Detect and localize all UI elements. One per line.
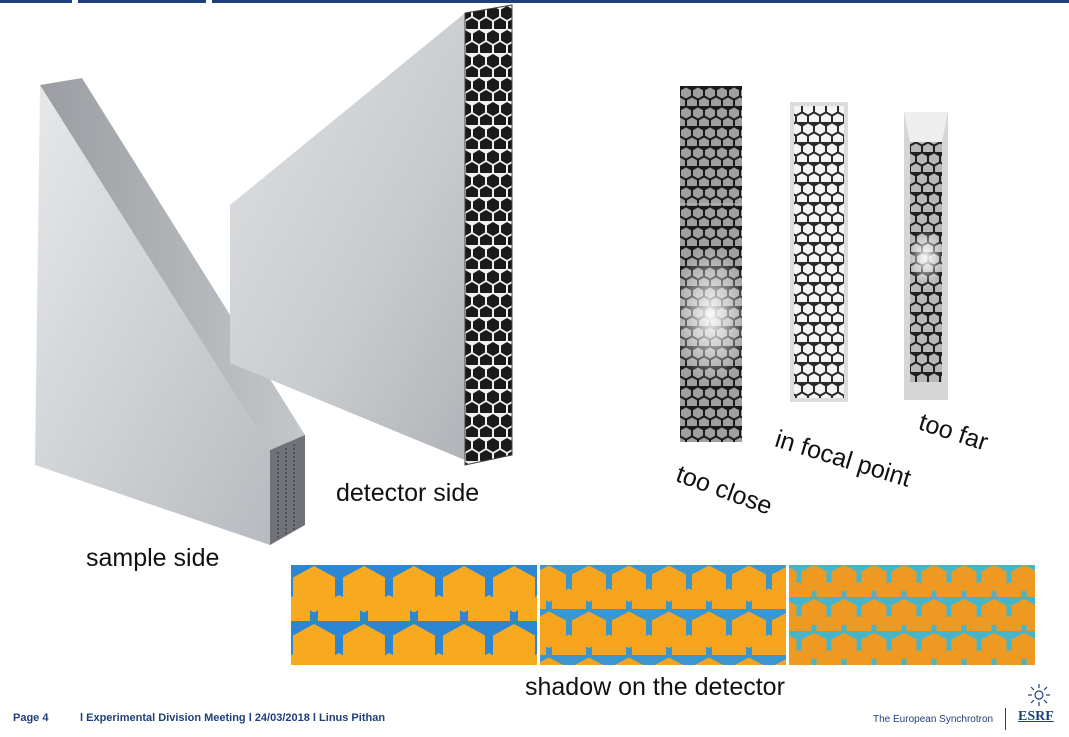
too-far-image bbox=[904, 112, 948, 400]
top-bar-segment bbox=[212, 0, 1069, 3]
in-focal-point-label: in focal point bbox=[771, 425, 915, 493]
shadow-caption: shadow on the detector bbox=[525, 673, 785, 701]
footer-divider bbox=[1005, 708, 1006, 730]
detector-side-label: detector side bbox=[336, 479, 480, 507]
top-bar-segment bbox=[78, 0, 206, 3]
sample-side-label: sample side bbox=[86, 544, 220, 572]
top-bar-segment bbox=[0, 0, 72, 3]
esrf-logo-text: ESRF bbox=[1018, 709, 1054, 724]
in-focal-point-image bbox=[790, 102, 848, 402]
footer-tagline: The European Synchrotron bbox=[873, 714, 994, 725]
top-bar bbox=[0, 0, 1069, 3]
too-close-image bbox=[671, 86, 751, 442]
footer-meeting-info: l Experimental Division Meeting l 24/03/… bbox=[80, 712, 386, 724]
detector-shadow-image bbox=[289, 563, 1039, 667]
collimator-detector-side-image bbox=[230, 4, 513, 466]
too-far-label: too far bbox=[915, 408, 992, 457]
too-close-label: too close bbox=[672, 460, 777, 521]
esrf-logo-icon bbox=[1028, 684, 1050, 706]
footer-page-number: Page 4 bbox=[13, 712, 49, 724]
